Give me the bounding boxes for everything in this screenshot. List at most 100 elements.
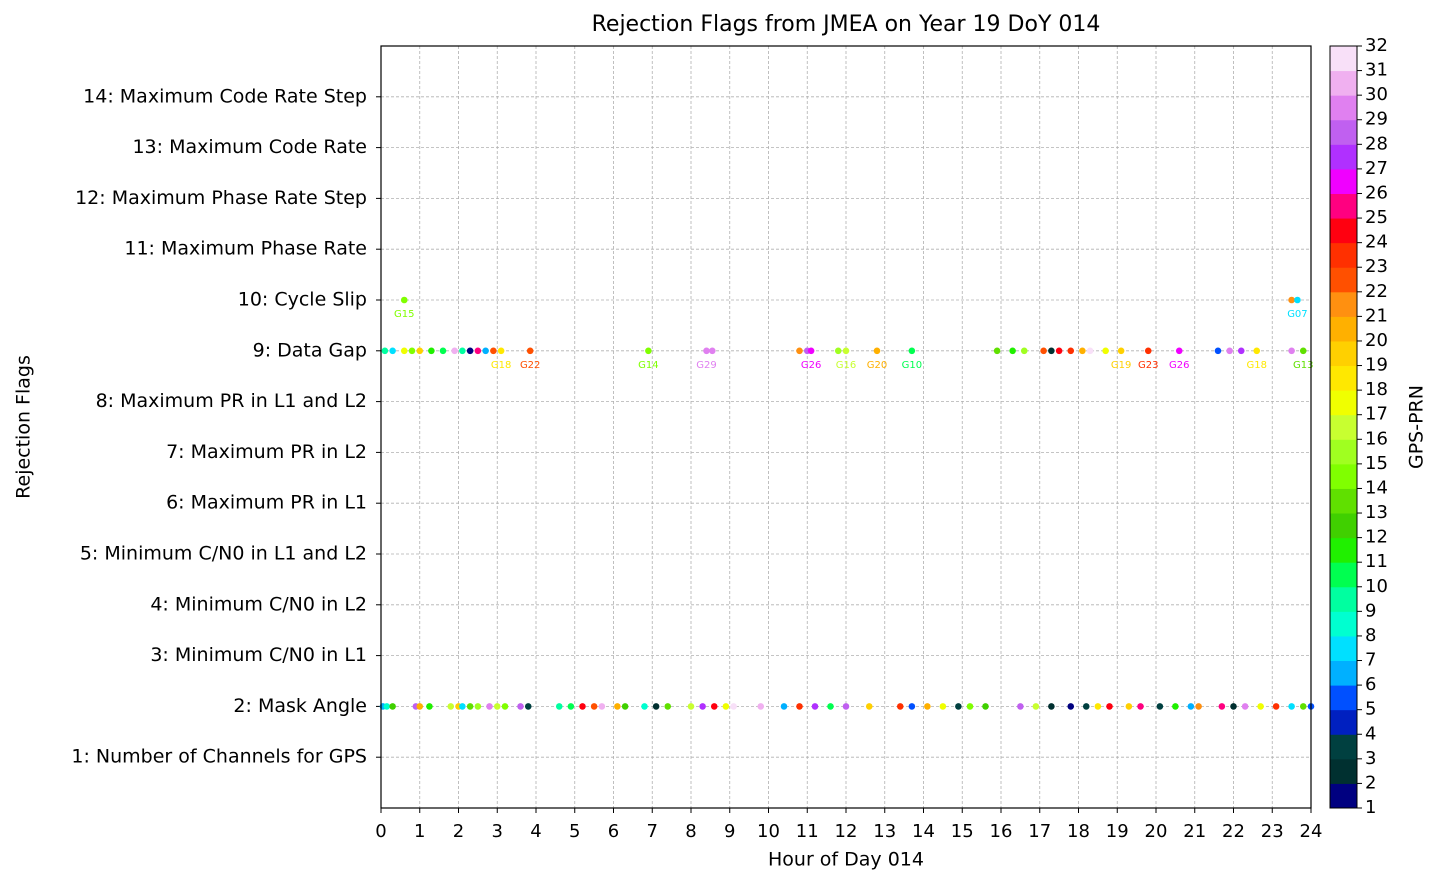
colorbar-tick-label: 25 — [1365, 207, 1388, 228]
point — [1055, 347, 1063, 355]
x-tick-label: 6 — [608, 821, 619, 842]
point — [842, 703, 850, 710]
point — [447, 703, 455, 710]
point — [687, 703, 695, 710]
colorbar-tick-label: 27 — [1365, 158, 1388, 179]
x-tick-label: 22 — [1222, 821, 1245, 842]
point — [381, 347, 389, 355]
point — [493, 703, 501, 710]
point — [1288, 347, 1295, 355]
colorbar-segment — [1330, 193, 1357, 219]
y-tick-label: 10: Cycle Slip — [238, 289, 367, 311]
colorbar-tick-label: 18 — [1365, 379, 1388, 400]
point — [1079, 347, 1086, 355]
point — [466, 703, 474, 710]
plot-frame — [380, 45, 1312, 809]
colorbar-tick-label: 7 — [1365, 650, 1376, 671]
point — [1040, 347, 1047, 355]
point-label: G07 — [1287, 309, 1307, 320]
point — [383, 703, 391, 710]
point-label: G23 — [1138, 360, 1158, 371]
x-tick-label: 18 — [1067, 821, 1090, 842]
colorbar-segment — [1330, 783, 1357, 809]
point — [827, 703, 834, 710]
x-tick-label: 20 — [1145, 821, 1168, 842]
colorbar-segment — [1330, 562, 1357, 588]
colorbar-tick-label: 23 — [1365, 256, 1388, 277]
point — [428, 347, 435, 355]
x-tick-label: 7 — [647, 821, 658, 842]
point — [908, 347, 916, 355]
point — [451, 347, 458, 355]
point — [993, 347, 1001, 355]
y-tick-label: 7: Maximum PR in L2 — [166, 441, 367, 463]
colorbar-tick-label: 6 — [1365, 674, 1376, 695]
y-tick-label: 8: Maximum PR in L1 and L2 — [96, 390, 367, 412]
point-label: G13 — [1293, 360, 1313, 371]
point — [1125, 703, 1133, 710]
point — [1288, 703, 1295, 710]
x-tick-label: 1 — [414, 821, 425, 842]
colorbar-tick-label: 13 — [1365, 502, 1388, 523]
point — [555, 703, 563, 710]
point — [807, 347, 815, 355]
colorbar-tick-label: 24 — [1365, 232, 1388, 253]
point — [1257, 703, 1264, 710]
point — [614, 703, 621, 710]
point — [939, 703, 947, 710]
point — [1299, 347, 1307, 355]
colorbar-segment — [1330, 513, 1357, 539]
point-label: G15 — [394, 309, 414, 320]
y-axis-label: Rejection Flags — [13, 355, 35, 499]
point — [416, 703, 424, 710]
point — [524, 703, 532, 710]
point — [1137, 703, 1144, 710]
point — [1094, 703, 1102, 710]
x-axis-label: Hour of Day 014 — [768, 849, 924, 871]
x-tick-label: 4 — [530, 821, 541, 842]
colorbar-segment — [1330, 685, 1357, 711]
point — [1082, 703, 1090, 710]
point — [1086, 347, 1094, 355]
point — [1048, 347, 1055, 355]
point — [1288, 296, 1295, 304]
x-tick-label: 9 — [724, 821, 735, 842]
colorbar-tick-label: 29 — [1365, 109, 1388, 130]
point — [621, 703, 629, 710]
point — [652, 703, 660, 710]
point — [598, 703, 606, 710]
point — [703, 347, 710, 355]
point — [1017, 703, 1024, 710]
y-tick-label: 4: Minimum C/N0 in L2 — [150, 593, 367, 615]
point — [710, 703, 718, 710]
y-tick-label: 6: Maximum PR in L1 — [166, 492, 367, 514]
y-tick-label: 9: Data Gap — [253, 339, 367, 361]
point-label: G26 — [1169, 360, 1189, 371]
point — [1102, 347, 1109, 355]
point — [567, 703, 575, 710]
point — [1106, 703, 1113, 710]
point — [842, 347, 850, 355]
point — [730, 703, 737, 710]
colorbar-tick-label: 8 — [1365, 625, 1376, 646]
colorbar-frame — [1329, 45, 1358, 809]
x-tick-label: 2 — [453, 821, 464, 842]
x-tick-label: 24 — [1300, 821, 1323, 842]
x-tick-label: 13 — [873, 821, 896, 842]
colorbar-segment — [1330, 734, 1357, 760]
colorbar-tick-label: 5 — [1365, 699, 1376, 720]
x-tick-label: 5 — [569, 821, 580, 842]
point — [1218, 703, 1226, 710]
x-tick-label: 3 — [492, 821, 503, 842]
colorbar-segment — [1330, 291, 1357, 317]
point — [780, 703, 788, 710]
point — [426, 703, 433, 710]
point — [526, 347, 534, 355]
colorbar-segment — [1330, 365, 1357, 391]
point — [865, 703, 873, 710]
y-tick-label: 13: Maximum Code Rate — [132, 136, 367, 158]
point — [459, 703, 466, 710]
point — [1020, 347, 1028, 355]
colorbar-tick-label: 12 — [1365, 527, 1388, 548]
point — [400, 296, 408, 304]
